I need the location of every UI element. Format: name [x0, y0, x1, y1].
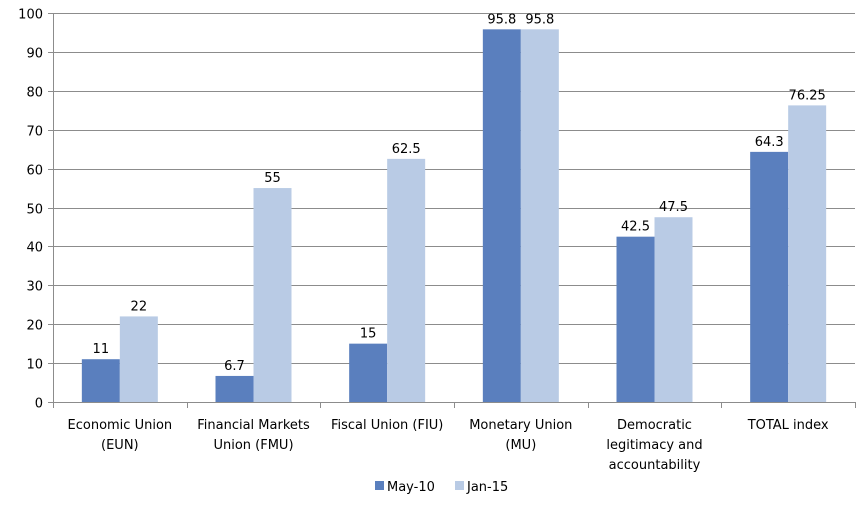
data-label: 55 — [264, 171, 281, 186]
data-label: 6.7 — [224, 359, 245, 374]
bar-may-10 — [81, 359, 120, 402]
x-category-label: TOTAL index — [747, 418, 829, 433]
bar-jan-15 — [387, 158, 426, 402]
x-category-label: accountability — [609, 458, 701, 473]
data-label: 11 — [93, 342, 110, 357]
bar-may-10 — [215, 375, 254, 402]
y-tick-label: 70 — [26, 125, 43, 140]
x-category-label: legitimacy and — [606, 438, 702, 453]
x-category-label: Union (FMU) — [213, 438, 293, 453]
data-label: 95.8 — [487, 12, 516, 27]
legend-swatch — [455, 481, 464, 490]
bar-jan-15 — [788, 105, 827, 402]
data-label: 47.5 — [659, 200, 688, 215]
data-label: 64.3 — [755, 135, 784, 150]
data-label: 76.25 — [789, 88, 826, 103]
bar-may-10 — [349, 343, 388, 402]
y-tick-label: 30 — [26, 280, 43, 295]
y-tick-label: 90 — [26, 47, 43, 62]
y-tick-label: 40 — [26, 241, 43, 256]
legend-label: May-10 — [387, 480, 435, 495]
data-label: 15 — [360, 327, 377, 342]
y-tick-label: 80 — [26, 86, 43, 101]
y-tick-label: 50 — [26, 203, 43, 218]
y-tick-label: 60 — [26, 164, 43, 179]
bar-may-10 — [750, 151, 789, 402]
legend-swatch — [375, 481, 384, 490]
bar-jan-15 — [119, 316, 158, 402]
x-category-label: Fiscal Union (FIU) — [331, 418, 443, 433]
y-tick-label: 20 — [26, 319, 43, 334]
bar-jan-15 — [253, 188, 292, 402]
y-tick-label: 100 — [18, 8, 43, 23]
x-category-label: Economic Union — [68, 418, 173, 433]
data-label: 95.8 — [525, 12, 554, 27]
x-category-label: Financial Markets — [197, 418, 310, 433]
x-category-label: (MU) — [505, 438, 536, 453]
data-label: 62.5 — [392, 142, 421, 157]
y-tick-label: 0 — [35, 397, 43, 412]
bar-may-10 — [482, 29, 521, 402]
data-label: 22 — [131, 299, 148, 314]
x-category-label: (EUN) — [101, 438, 139, 453]
x-category-label: Democratic — [617, 418, 692, 433]
bar-jan-15 — [654, 217, 693, 402]
y-tick-label: 10 — [26, 358, 43, 373]
x-category-label: Monetary Union — [469, 418, 572, 433]
bar-jan-15 — [520, 29, 559, 402]
bar-may-10 — [616, 236, 655, 402]
legend-label: Jan-15 — [466, 480, 508, 495]
data-label: 42.5 — [621, 220, 650, 235]
